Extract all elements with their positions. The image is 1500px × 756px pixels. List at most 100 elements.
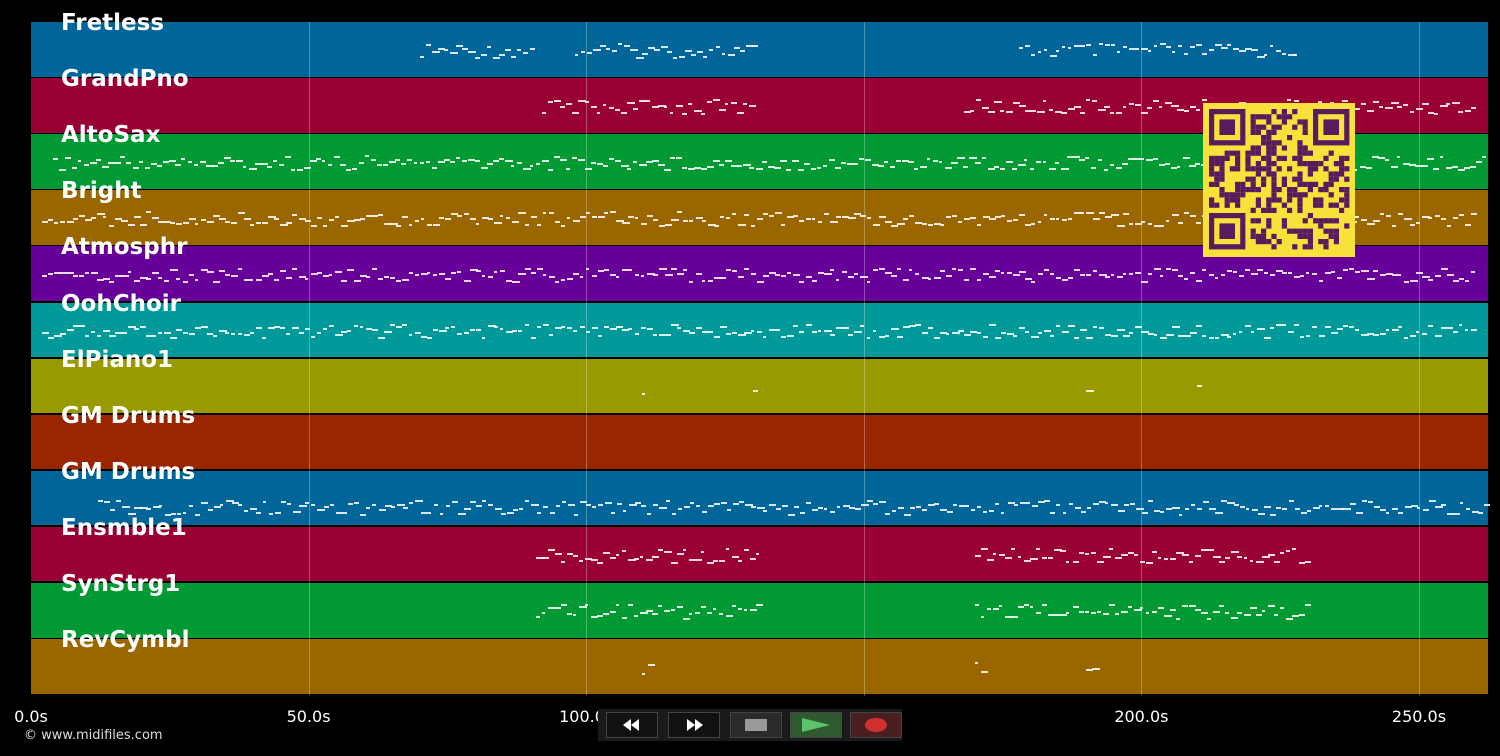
note-mark [323, 327, 328, 330]
note-mark [488, 504, 493, 507]
note-mark [647, 663, 655, 666]
note-mark [743, 164, 752, 167]
note-mark [804, 162, 811, 165]
note-mark [280, 501, 287, 504]
note-mark [567, 216, 571, 219]
note-mark [427, 512, 431, 515]
note-mark [1042, 556, 1047, 559]
track-row[interactable] [31, 639, 1488, 694]
note-mark [396, 224, 402, 227]
note-mark [225, 221, 230, 224]
track-row[interactable] [31, 526, 1488, 582]
note-mark [1093, 503, 1100, 506]
note-mark [1251, 509, 1258, 512]
note-mark [921, 277, 929, 280]
note-mark [78, 325, 85, 328]
note-mark [670, 156, 675, 159]
record-button[interactable] [850, 712, 902, 738]
note-mark [897, 222, 905, 225]
note-mark [891, 327, 899, 330]
note-mark [230, 160, 235, 163]
note-mark [1013, 504, 1019, 507]
gridline [863, 22, 865, 696]
note-mark [727, 54, 735, 57]
note-mark [1390, 165, 1399, 168]
play-button[interactable] [790, 712, 842, 738]
note-mark [634, 333, 639, 336]
note-mark [757, 506, 765, 509]
note-mark [316, 332, 321, 335]
note-mark [500, 513, 506, 516]
track-label: OohChoir [61, 290, 182, 317]
note-mark [829, 334, 836, 337]
note-mark [390, 276, 396, 279]
track-row[interactable] [31, 414, 1488, 470]
note-mark [115, 217, 122, 220]
track-row[interactable] [31, 22, 1488, 77]
note-mark [1257, 55, 1266, 58]
note-mark [1355, 271, 1361, 274]
note-mark [1054, 161, 1060, 164]
note-mark [641, 393, 645, 396]
note-mark [695, 559, 703, 562]
note-mark [1379, 333, 1387, 336]
note-mark [787, 272, 791, 275]
note-mark [640, 327, 646, 330]
note-mark [573, 273, 580, 276]
note-mark [982, 215, 991, 218]
note-mark [1342, 268, 1349, 271]
note-mark [390, 505, 396, 508]
note-mark [1263, 54, 1268, 57]
note-mark [633, 161, 638, 164]
note-mark [866, 216, 871, 219]
note-mark [115, 275, 122, 278]
note-mark [1354, 168, 1358, 171]
note-mark [824, 508, 828, 511]
stop-button[interactable] [730, 712, 782, 738]
note-mark [779, 159, 787, 162]
note-mark [237, 267, 242, 270]
note-mark [415, 500, 423, 503]
track-row[interactable] [31, 358, 1488, 414]
note-mark [1086, 273, 1092, 276]
note-mark [720, 215, 724, 218]
note-mark [854, 331, 862, 334]
note-mark [1000, 110, 1004, 113]
note-mark [653, 504, 659, 507]
note-mark [1054, 548, 1062, 551]
note-mark [989, 509, 995, 512]
note-mark [585, 212, 591, 215]
fast-forward-button[interactable] [668, 712, 720, 738]
note-mark [549, 511, 555, 514]
note-mark [963, 110, 971, 113]
note-mark [640, 222, 647, 225]
note-mark [175, 163, 181, 166]
note-mark [285, 155, 292, 158]
note-mark [670, 111, 674, 114]
note-mark [487, 276, 493, 279]
rewind-button[interactable] [606, 712, 658, 738]
track-row[interactable] [31, 470, 1488, 526]
note-mark [762, 213, 769, 216]
note-mark [805, 323, 813, 326]
note-mark [1409, 164, 1416, 167]
note-mark [1129, 48, 1136, 51]
note-mark [542, 556, 549, 559]
note-mark [1361, 334, 1370, 337]
note-mark [390, 223, 398, 226]
note-mark [396, 280, 402, 283]
note-mark [573, 219, 580, 222]
note-mark [1054, 613, 1060, 616]
note-mark [1116, 276, 1123, 279]
note-mark [884, 272, 892, 275]
track-row[interactable] [31, 583, 1488, 638]
note-mark [938, 160, 943, 163]
note-mark [426, 223, 433, 226]
track-row[interactable] [31, 302, 1488, 358]
note-mark [1154, 510, 1161, 513]
note-mark [1158, 164, 1165, 167]
note-mark [927, 277, 931, 280]
note-mark [1239, 505, 1246, 508]
note-mark [457, 271, 462, 274]
note-mark [1367, 278, 1375, 281]
